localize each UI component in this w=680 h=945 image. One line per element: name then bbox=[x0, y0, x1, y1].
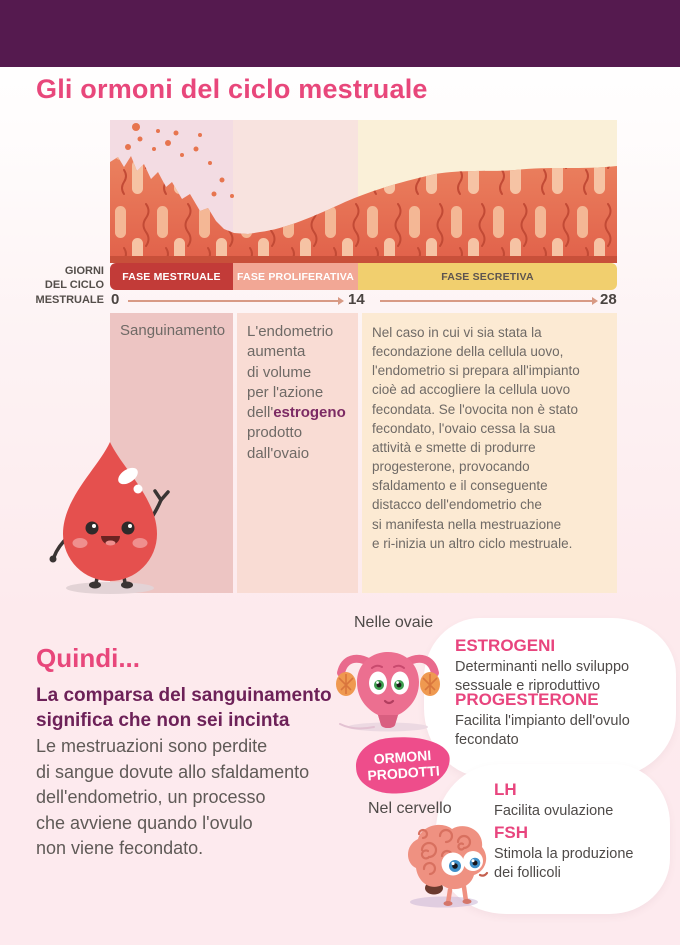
quindi-body: Le mestruazioni sono perdite di sangue d… bbox=[36, 736, 310, 859]
hormone-estrogeni: ESTROGENI Determinanti nello sviluppo se… bbox=[455, 636, 670, 695]
hormone-fsh: FSH Stimola la produzione dei follicoli bbox=[494, 823, 680, 882]
axis-day-28: 28 bbox=[600, 291, 617, 308]
ovaries-label: Nelle ovaie bbox=[354, 614, 434, 631]
hormone-lh-name: LH bbox=[494, 780, 517, 799]
hormone-progesterone: PROGESTERONE Facilita l'impianto dell'ov… bbox=[455, 690, 670, 749]
phase-segment-mestruale: FASE MESTRUALE bbox=[110, 263, 233, 290]
blood-drop-character bbox=[49, 442, 170, 594]
endometrio-text: L'endometrio aumenta di volume per l'azi… bbox=[237, 313, 358, 473]
axis-day-0: 0 bbox=[111, 291, 120, 308]
endometrio-text-before: L'endometrio aumenta di volume per l'azi… bbox=[247, 323, 334, 421]
axis-arrow-line bbox=[128, 300, 338, 302]
axis-arrow-line bbox=[380, 300, 592, 302]
hormone-fsh-name: FSH bbox=[494, 823, 528, 842]
page-title: Gli ormoni del ciclo mestruale bbox=[36, 74, 428, 104]
estrogeno-highlight: estrogeno bbox=[273, 404, 346, 421]
phase-segment-proliferativa: FASE PROLIFERATIVA bbox=[233, 263, 358, 290]
hormone-lh: LH Facilita ovulazione bbox=[494, 780, 680, 821]
ovary-hormones-bubble bbox=[424, 618, 676, 778]
hormone-estrogeni-name: ESTROGENI bbox=[455, 636, 556, 655]
sanguinamento-text: Sanguinamento bbox=[120, 322, 226, 339]
info-column-fecondazione: Nel caso in cui vi sia stata la fecondaz… bbox=[362, 313, 617, 593]
fecondazione-text: Nel caso in cui vi sia stata la fecondaz… bbox=[372, 325, 580, 551]
endometrio-text-after: prodotto dall'ovaio bbox=[247, 424, 310, 462]
phase-segment-secretiva: FASE SECRETIVA bbox=[358, 263, 617, 290]
axis-day-14: 14 bbox=[348, 291, 365, 308]
days-axis-label: GIORNI DEL CICLO MESTRUALE bbox=[35, 265, 104, 306]
ormoni-prodotti-badge: ORMONI PRODOTTI bbox=[354, 733, 452, 797]
info-column-endometrio: L'endometrio aumenta di volume per l'azi… bbox=[237, 313, 358, 593]
quindi-statement: La comparsa del sanguinamento significa … bbox=[36, 685, 332, 731]
hormone-progesterone-description: Facilita l'impianto dell'ovulo fecondato bbox=[455, 713, 630, 748]
arrow-right-icon bbox=[338, 297, 344, 305]
hormone-fsh-description: Stimola la produzione dei follicoli bbox=[494, 846, 634, 881]
crumbling-particles bbox=[125, 123, 234, 198]
endometrium-illustration bbox=[110, 123, 617, 263]
quindi-heading: Quindi... bbox=[36, 643, 140, 673]
uterus-ovaries-character bbox=[336, 652, 440, 732]
top-purple-bar bbox=[0, 0, 680, 67]
hormone-lh-description: Facilita ovulazione bbox=[494, 803, 614, 819]
brain-label: Nel cervello bbox=[368, 800, 452, 817]
hormone-estrogeni-description: Determinanti nello sviluppo sessuale e r… bbox=[455, 659, 630, 694]
arrow-right-icon bbox=[592, 297, 598, 305]
brain-character bbox=[407, 824, 489, 908]
hormone-progesterone-name: PROGESTERONE bbox=[455, 690, 599, 709]
